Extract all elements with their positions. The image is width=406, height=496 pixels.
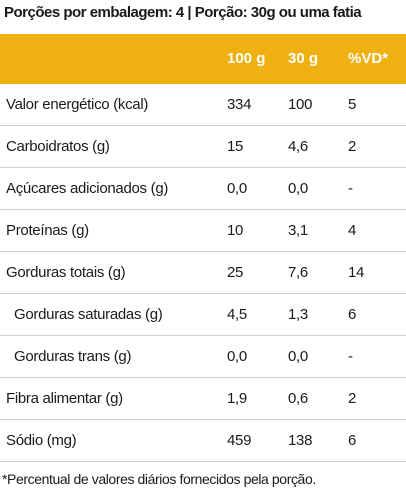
value-vd: 14 [348,264,365,281]
header-100g: 100 g [227,50,266,67]
value-vd: 4 [348,222,357,239]
table-row: Fibra alimentar (g) 1,9 0,6 2 [0,378,406,420]
value-30g: 7,6 [288,264,308,281]
value-100g: 459 [227,432,252,449]
table-row: Gorduras trans (g) 0,0 0,0 - [0,336,406,378]
nutrient-label: Açúcares adicionados (g) [6,180,169,197]
value-100g: 10 [227,222,244,239]
table-row: Açúcares adicionados (g) 0,0 0,0 - [0,168,406,210]
value-vd: 6 [348,306,357,323]
header-vd: %VD* [348,50,389,67]
value-100g: 4,5 [227,306,247,323]
value-vd: 5 [348,96,357,113]
value-vd: 2 [348,390,357,407]
serving-info: Porções por embalagem: 4 | Porção: 30g o… [4,4,362,21]
value-30g: 1,3 [288,306,308,323]
value-30g: 100 [288,96,313,113]
value-100g: 0,0 [227,180,247,197]
table-row: Gorduras saturadas (g) 4,5 1,3 6 [0,294,406,336]
value-100g: 15 [227,138,244,155]
nutrient-label: Gorduras totais (g) [6,264,126,281]
value-vd: - [348,348,353,365]
value-100g: 334 [227,96,252,113]
value-vd: 6 [348,432,357,449]
table-row: Proteínas (g) 10 3,1 4 [0,210,406,252]
value-100g: 1,9 [227,390,247,407]
value-30g: 0,6 [288,390,308,407]
nutrient-label: Gorduras trans (g) [14,348,132,365]
value-30g: 0,0 [288,180,308,197]
nutrient-label: Gorduras saturadas (g) [14,306,163,323]
table-row: Gorduras totais (g) 25 7,6 14 [0,252,406,294]
value-30g: 3,1 [288,222,308,239]
value-30g: 4,6 [288,138,308,155]
footnote: *Percentual de valores diários fornecido… [2,471,316,487]
value-30g: 0,0 [288,348,308,365]
nutrient-label: Proteínas (g) [6,222,89,239]
table-row: Sódio (mg) 459 138 6 [0,420,406,462]
table-header: 100 g 30 g %VD* [0,34,406,84]
value-vd: - [348,180,353,197]
value-100g: 25 [227,264,244,281]
nutrient-label: Sódio (mg) [6,432,77,449]
value-vd: 2 [348,138,357,155]
nutrient-label: Carboidratos (g) [6,138,110,155]
value-30g: 138 [288,432,313,449]
nutrient-label: Fibra alimentar (g) [6,390,123,407]
table-row: Valor energético (kcal) 334 100 5 [0,84,406,126]
value-100g: 0,0 [227,348,247,365]
table-row: Carboidratos (g) 15 4,6 2 [0,126,406,168]
nutrient-label: Valor energético (kcal) [6,96,149,113]
header-30g: 30 g [288,50,319,67]
